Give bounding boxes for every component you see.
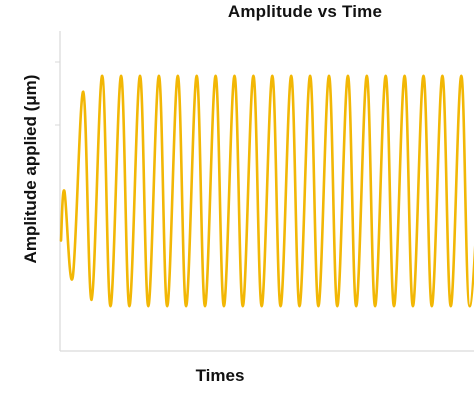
x-axis-label: Times bbox=[195, 366, 245, 385]
chart-title: Amplitude vs Time bbox=[227, 2, 383, 21]
amplitude-series-line bbox=[59, 74, 474, 308]
series-group bbox=[59, 74, 474, 308]
